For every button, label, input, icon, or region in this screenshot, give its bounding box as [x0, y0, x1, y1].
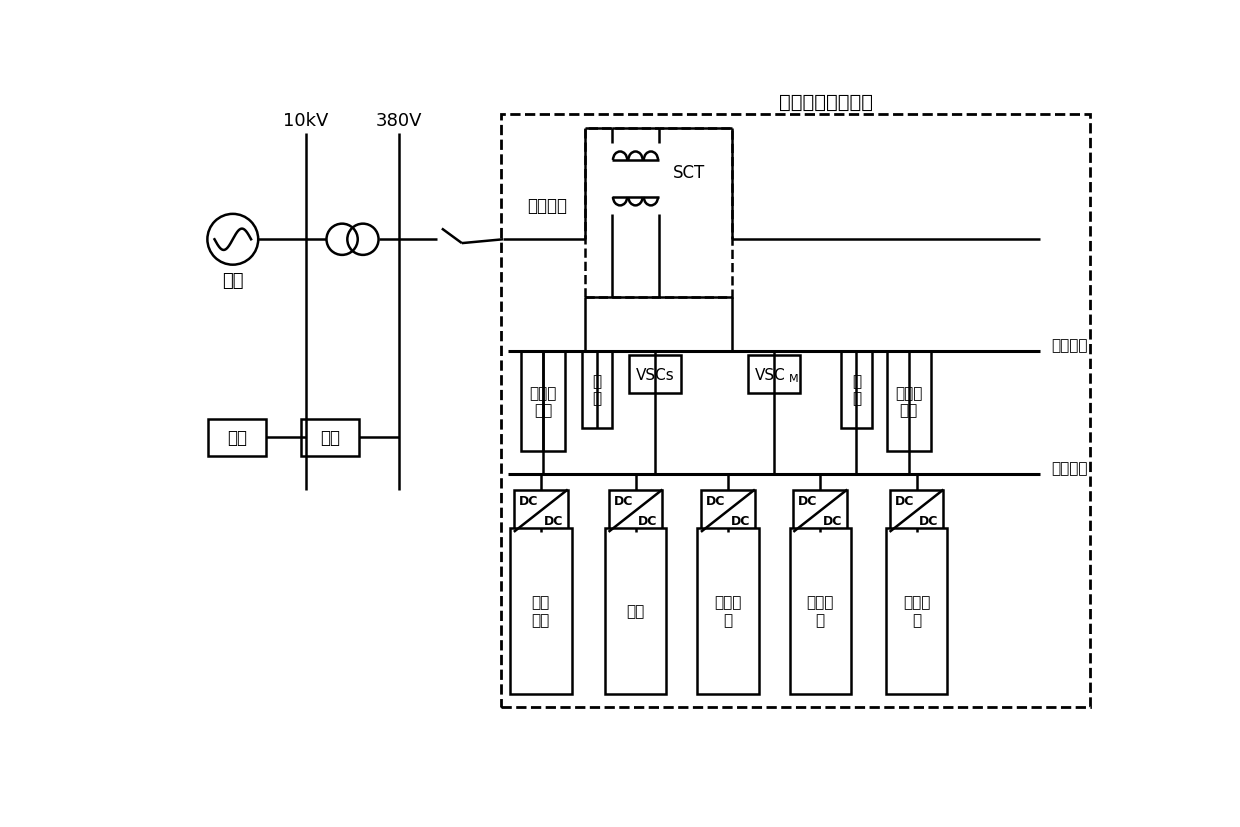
- FancyBboxPatch shape: [790, 528, 851, 694]
- FancyBboxPatch shape: [629, 356, 681, 394]
- FancyBboxPatch shape: [208, 419, 265, 456]
- FancyBboxPatch shape: [889, 490, 944, 533]
- FancyBboxPatch shape: [501, 115, 1090, 707]
- Text: 串联环节: 串联环节: [527, 196, 567, 214]
- Text: DC: DC: [894, 495, 914, 508]
- FancyBboxPatch shape: [521, 351, 565, 452]
- Text: 电池: 电池: [626, 604, 645, 619]
- Text: DC: DC: [919, 514, 939, 528]
- Text: 交流母线: 交流母线: [1052, 338, 1087, 353]
- FancyBboxPatch shape: [697, 528, 759, 694]
- Text: DC: DC: [639, 514, 657, 528]
- Text: VSCs: VSCs: [635, 367, 675, 382]
- FancyBboxPatch shape: [887, 351, 931, 452]
- Text: DC: DC: [614, 495, 632, 508]
- Text: 380V: 380V: [376, 112, 423, 130]
- Text: 负
载: 负 载: [593, 374, 601, 406]
- Text: 电动汽
车: 电动汽 车: [714, 595, 742, 627]
- Text: DC: DC: [730, 514, 750, 528]
- Text: DC: DC: [706, 495, 725, 508]
- FancyBboxPatch shape: [841, 351, 872, 428]
- Text: 电网: 电网: [222, 272, 243, 289]
- Text: 直流母线: 直流母线: [1052, 461, 1087, 476]
- Text: 飞
轮: 飞 轮: [852, 374, 861, 406]
- Text: SCT: SCT: [672, 164, 704, 182]
- Text: DC: DC: [518, 495, 538, 508]
- Text: 燃料
电池: 燃料 电池: [532, 595, 549, 627]
- Text: VSC: VSC: [755, 367, 786, 382]
- Text: M: M: [790, 374, 799, 384]
- FancyBboxPatch shape: [605, 528, 666, 694]
- FancyBboxPatch shape: [583, 351, 611, 428]
- FancyBboxPatch shape: [301, 419, 360, 456]
- Text: 超级电
容: 超级电 容: [903, 595, 930, 627]
- FancyBboxPatch shape: [748, 356, 800, 394]
- FancyBboxPatch shape: [794, 490, 847, 533]
- Text: 负载: 负载: [320, 428, 340, 447]
- Text: 负载: 负载: [227, 428, 247, 447]
- Text: 柴油发
电机: 柴油发 电机: [529, 385, 557, 418]
- Text: DC: DC: [799, 495, 817, 508]
- FancyBboxPatch shape: [885, 528, 947, 694]
- FancyBboxPatch shape: [585, 128, 732, 298]
- Text: 光伏组
件: 光伏组 件: [806, 595, 835, 627]
- FancyBboxPatch shape: [701, 490, 755, 533]
- Text: DC: DC: [543, 514, 563, 528]
- Text: 10kV: 10kV: [283, 112, 329, 130]
- FancyBboxPatch shape: [609, 490, 662, 533]
- FancyBboxPatch shape: [510, 528, 572, 694]
- Text: DC: DC: [823, 514, 842, 528]
- Text: 风力涡
轮机: 风力涡 轮机: [895, 385, 923, 418]
- Text: 交直流混合微电网: 交直流混合微电网: [779, 93, 873, 112]
- FancyBboxPatch shape: [513, 490, 568, 533]
